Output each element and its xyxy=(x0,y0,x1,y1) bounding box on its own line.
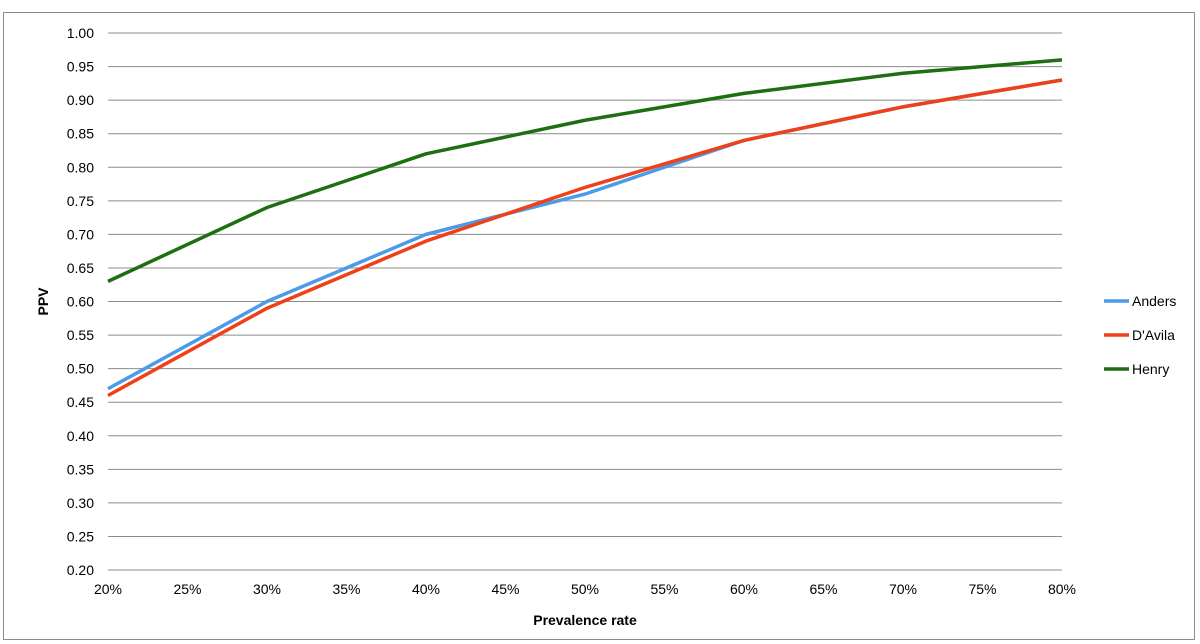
y-tick-label: 0.60 xyxy=(67,294,94,310)
y-tick-label: 0.50 xyxy=(67,361,94,377)
gridlines xyxy=(108,32,1062,571)
y-tick-label: 0.95 xyxy=(67,59,94,75)
series-line-henry xyxy=(107,58,1063,283)
legend-item: D'Avila xyxy=(1104,327,1175,343)
y-tick-labels: 0.20 0.25 0.30 0.35 0.40 0.45 0.50 0.55 0.60 0.65… xyxy=(67,25,94,578)
y-tick-label: 0.25 xyxy=(67,528,94,544)
y-tick-label: 0.30 xyxy=(67,495,94,511)
y-tick-label: 0.45 xyxy=(67,394,94,410)
x-tick-label: 70% xyxy=(889,581,917,597)
y-axis-title: PPV xyxy=(35,287,51,316)
legend-item: Anders xyxy=(1104,293,1176,309)
y-tick-label: 0.40 xyxy=(67,428,94,444)
x-tick-label: 80% xyxy=(1048,581,1076,597)
x-tick-label: 65% xyxy=(809,581,837,597)
x-tick-label: 55% xyxy=(650,581,678,597)
y-tick-label: 0.70 xyxy=(67,226,94,242)
legend-label: Anders xyxy=(1132,293,1176,309)
y-tick-label: 0.65 xyxy=(67,260,94,276)
series-line-d-avila xyxy=(107,78,1063,398)
x-tick-label: 75% xyxy=(968,581,996,597)
y-tick-label: 0.20 xyxy=(67,562,94,578)
x-axis-title: Prevalence rate xyxy=(533,612,637,628)
legend: Anders D'Avila Henry xyxy=(1104,293,1176,377)
y-tick-label: 1.00 xyxy=(67,25,94,41)
x-tick-label: 60% xyxy=(730,581,758,597)
x-tick-label: 20% xyxy=(94,581,122,597)
x-tick-labels: 20% 25% 30% 35% 40% 45% 50% 55% 60% 65% 70% 75% 80% xyxy=(94,581,1076,597)
y-tick-label: 0.80 xyxy=(67,159,94,175)
x-tick-label: 50% xyxy=(571,581,599,597)
y-tick-label: 0.90 xyxy=(67,92,94,108)
y-tick-label: 0.35 xyxy=(67,461,94,477)
x-tick-label: 45% xyxy=(491,581,519,597)
y-tick-label: 0.85 xyxy=(67,126,94,142)
legend-item: Henry xyxy=(1104,361,1169,377)
legend-label: Henry xyxy=(1132,361,1169,377)
series-lines xyxy=(107,58,1063,398)
x-tick-label: 30% xyxy=(253,581,281,597)
legend-label: D'Avila xyxy=(1132,327,1175,343)
x-tick-label: 35% xyxy=(332,581,360,597)
x-tick-label: 25% xyxy=(173,581,201,597)
y-tick-label: 0.55 xyxy=(67,327,94,343)
x-tick-label: 40% xyxy=(412,581,440,597)
y-tick-label: 0.75 xyxy=(67,193,94,209)
